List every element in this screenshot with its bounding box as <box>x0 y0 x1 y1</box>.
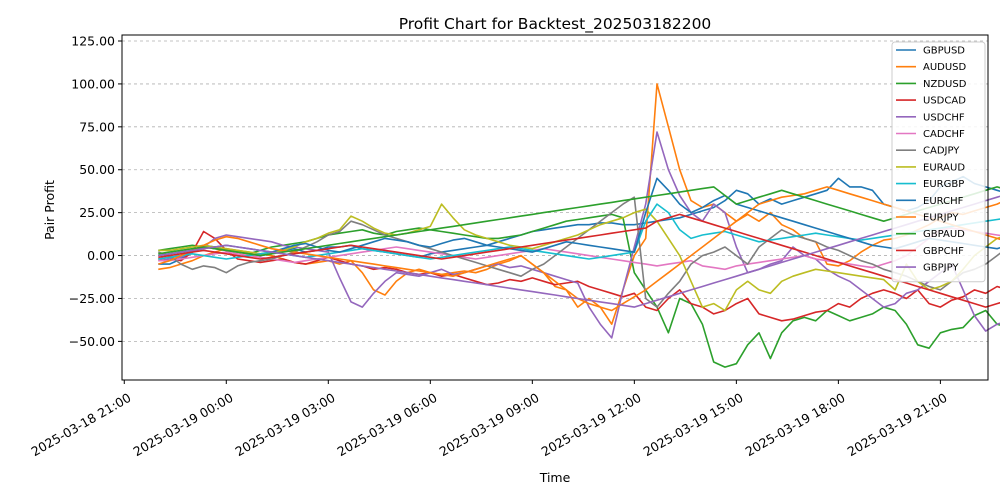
y-tick-label: 50.00 <box>79 162 115 177</box>
x-tick-label: 2025-03-19 15:00 <box>641 390 746 459</box>
y-tick-label: 0.00 <box>87 248 115 263</box>
y-axis-ticks: −50.00 −25.00 0.00 25.00 50.00 75.00 100.00 125… <box>69 34 122 349</box>
legend-entry: CADCHF <box>923 129 965 140</box>
y-grid <box>122 40 988 342</box>
x-tick-label: 2025-03-19 21:00 <box>845 390 950 459</box>
legend-entry: NZDUSD <box>923 79 967 90</box>
series-line-gbpjpy <box>158 195 1000 308</box>
series-lines <box>158 83 1000 368</box>
x-tick-label: 2025-03-19 18:00 <box>743 390 848 459</box>
series-line-gbpchf <box>158 213 1000 308</box>
legend: GBPUSD AUDUSD NZDUSD USDCAD USDCHF CADCHF CADJ… <box>891 41 986 283</box>
x-tick-label: 2025-03-19 00:00 <box>131 390 236 459</box>
legend-entry: GBPJPY <box>923 263 959 274</box>
series-line-cadchf <box>158 227 1000 271</box>
y-tick-label: 125.00 <box>71 34 115 49</box>
legend-entry: GBPAUD <box>923 229 965 240</box>
y-tick-label: 25.00 <box>79 205 115 220</box>
legend-entry: AUDUSD <box>923 62 967 73</box>
series-line-eurgbp <box>158 203 1000 260</box>
legend-box <box>891 41 986 283</box>
x-tick-label: 2025-03-19 12:00 <box>539 390 644 459</box>
series-line-eurchf <box>158 177 1000 257</box>
legend-entry: GBPUSD <box>923 46 965 57</box>
series-line-audusd <box>158 83 1000 326</box>
x-tick-label: 2025-03-19 06:00 <box>335 390 440 459</box>
x-tick-label: 2025-03-19 09:00 <box>437 390 542 459</box>
series-line-cadjpy <box>158 196 1000 308</box>
chart-title: Profit Chart for Backtest_202503182200 <box>399 15 712 34</box>
legend-entry: EURGBP <box>923 179 964 190</box>
x-tick-label: 2025-03-18 21:00 <box>29 390 134 459</box>
x-tick-label: 2025-03-19 03:00 <box>233 390 338 459</box>
x-axis-label: Time <box>539 470 571 485</box>
legend-entry: EURJPY <box>923 213 959 224</box>
legend-entry: EURAUD <box>923 162 965 173</box>
legend-entry: CADJPY <box>923 146 960 157</box>
series-line-gbpaud <box>158 186 1000 257</box>
y-tick-label: −25.00 <box>69 291 115 306</box>
series-line-gbpusd <box>158 175 1000 265</box>
legend-entry: USDCHF <box>923 112 965 123</box>
series-line-eurjpy <box>158 186 1000 312</box>
series-line-euraud <box>158 203 1000 312</box>
y-tick-label: 100.00 <box>71 76 115 91</box>
y-tick-label: 75.00 <box>79 119 115 134</box>
legend-entry: USDCAD <box>923 96 966 107</box>
y-axis-label: Pair Profit <box>42 180 57 240</box>
legend-entry: GBPCHF <box>923 246 964 257</box>
plot-frame <box>121 34 989 381</box>
legend-entry: EURCHF <box>923 196 964 207</box>
y-tick-label: −50.00 <box>69 334 115 349</box>
